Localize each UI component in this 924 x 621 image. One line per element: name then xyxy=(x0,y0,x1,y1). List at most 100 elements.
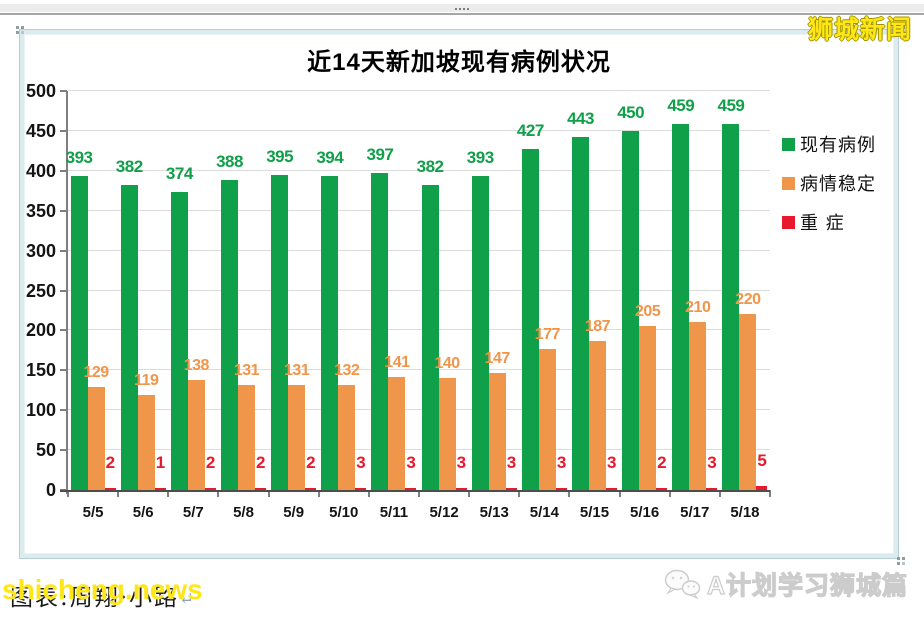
bar-active xyxy=(672,123,690,490)
bar-value-label: 3 xyxy=(506,452,516,472)
bar-stable xyxy=(237,385,255,490)
bar-value-label: 132 xyxy=(334,361,360,379)
x-axis-tick-label: 5/9 xyxy=(283,504,305,521)
x-axis-tick-label: 5/6 xyxy=(132,504,154,521)
bar-value-label: 427 xyxy=(516,121,544,141)
legend-label: 现有病例 xyxy=(800,135,876,156)
y-axis-tick-label: 250 xyxy=(25,280,56,301)
bar-value-label: 1 xyxy=(155,453,165,472)
bar-active xyxy=(722,123,740,490)
bar-value-label: 210 xyxy=(685,299,711,317)
wechat-icon xyxy=(664,569,701,600)
bar-severe xyxy=(555,487,567,490)
bar-value-label: 138 xyxy=(183,356,210,374)
bar-severe xyxy=(405,487,417,490)
gridline xyxy=(68,369,770,371)
bar-stable xyxy=(438,378,456,490)
bar-value-label: 140 xyxy=(434,355,460,373)
x-axis-tick xyxy=(217,490,220,497)
bar-value-label: 187 xyxy=(584,317,611,335)
bar-stable xyxy=(87,387,105,490)
bar-value-label: 119 xyxy=(134,372,159,390)
x-axis-tick-label: 5/7 xyxy=(182,504,204,521)
bar-value-label: 5 xyxy=(757,451,767,471)
x-axis-tick-label: 5/11 xyxy=(379,504,409,521)
bar-value-label: 388 xyxy=(216,152,243,172)
legend-swatch xyxy=(782,215,795,229)
legend-item: 病情稳定 xyxy=(782,171,876,195)
bar-value-label: 3 xyxy=(406,452,416,472)
bar-severe xyxy=(656,488,668,490)
y-axis-tick-label: 500 xyxy=(25,81,56,101)
bar-severe xyxy=(305,488,317,490)
bar-value-label: 2 xyxy=(256,453,265,472)
x-axis-tick xyxy=(317,490,320,497)
x-axis-tick-label: 5/8 xyxy=(233,504,254,521)
bar-active xyxy=(471,176,489,490)
bar-value-label: 205 xyxy=(635,303,661,321)
x-axis-tick xyxy=(117,490,120,497)
bar-stable xyxy=(137,395,155,490)
bar-group: 382 119 1 xyxy=(116,91,168,490)
x-axis-tick xyxy=(618,490,621,497)
bar-value-label: 443 xyxy=(567,108,594,128)
x-axis-tick-label: 5/14 xyxy=(529,504,559,521)
y-axis-tick-label: 200 xyxy=(25,320,56,341)
bar-active xyxy=(120,185,138,490)
bar-active xyxy=(622,130,640,490)
chart-title: 近14天新加坡现有病例状况 xyxy=(307,49,611,76)
bar-stable xyxy=(739,314,757,490)
bar-active xyxy=(170,191,188,490)
x-axis-tick xyxy=(418,490,420,497)
bar-stable xyxy=(639,326,657,490)
y-axis-tick xyxy=(60,329,67,332)
bar-group: 450 205 2 xyxy=(617,91,670,490)
brand-watermark: 狮城新闻 xyxy=(807,16,912,44)
bar-severe xyxy=(154,488,166,490)
bar-value-label: 382 xyxy=(416,157,444,177)
plot-area: 393 129 2 5/5 382 119 1 5/6 374 138 2 5/7 388 131 2 5/8… xyxy=(60,90,771,521)
bar-group: 393 147 3 xyxy=(467,91,519,490)
bar-stable xyxy=(288,385,306,490)
drag-handle-icon[interactable] xyxy=(455,8,457,10)
bar-value-label: 2 xyxy=(105,453,115,472)
chart-object-frame[interactable]: 近14天新加坡现有病例状况 0 50 100 150 200 250 300 350 400 45… xyxy=(16,26,900,560)
bar-stable xyxy=(388,377,406,490)
x-axis-tick xyxy=(718,490,721,497)
bar-value-label: 3 xyxy=(356,452,366,472)
bar-value-label: 459 xyxy=(717,95,745,115)
bar-value-label: 129 xyxy=(83,364,109,382)
gridline xyxy=(68,409,770,411)
resize-handle-icon[interactable] xyxy=(897,26,900,29)
document-top-strip xyxy=(0,4,924,12)
x-axis-tick-label: 5/16 xyxy=(630,504,660,521)
bar-value-label: 2 xyxy=(306,453,316,472)
y-axis-tick-label: 50 xyxy=(35,440,56,461)
bar-value-label: 382 xyxy=(115,157,143,177)
resize-handle-icon[interactable] xyxy=(897,557,900,560)
resize-handle-icon[interactable] xyxy=(16,26,19,29)
bar-value-label: 177 xyxy=(534,325,561,343)
x-axis-tick-label: 5/15 xyxy=(579,504,610,521)
y-axis-line xyxy=(66,91,68,494)
legend-label: 病情稳定 xyxy=(800,174,876,195)
bar-severe xyxy=(756,486,768,490)
bar-value-label: 393 xyxy=(65,148,93,168)
bar-stable xyxy=(187,379,205,490)
legend-swatch xyxy=(782,176,795,190)
legend-swatch xyxy=(782,137,795,151)
gridline xyxy=(68,209,770,211)
gridline xyxy=(68,289,770,291)
bar-severe xyxy=(505,487,517,490)
bar-value-label: 3 xyxy=(607,452,616,472)
bar-stable xyxy=(488,372,506,490)
bar-value-label: 3 xyxy=(556,452,566,472)
gridline xyxy=(68,90,770,91)
bar-active xyxy=(571,136,589,490)
bar-value-label: 394 xyxy=(316,147,344,167)
bar-value-label: 3 xyxy=(707,452,717,472)
x-axis-tick-label: 5/13 xyxy=(479,504,509,521)
bar-active xyxy=(521,149,539,490)
bar-stable xyxy=(538,348,556,490)
